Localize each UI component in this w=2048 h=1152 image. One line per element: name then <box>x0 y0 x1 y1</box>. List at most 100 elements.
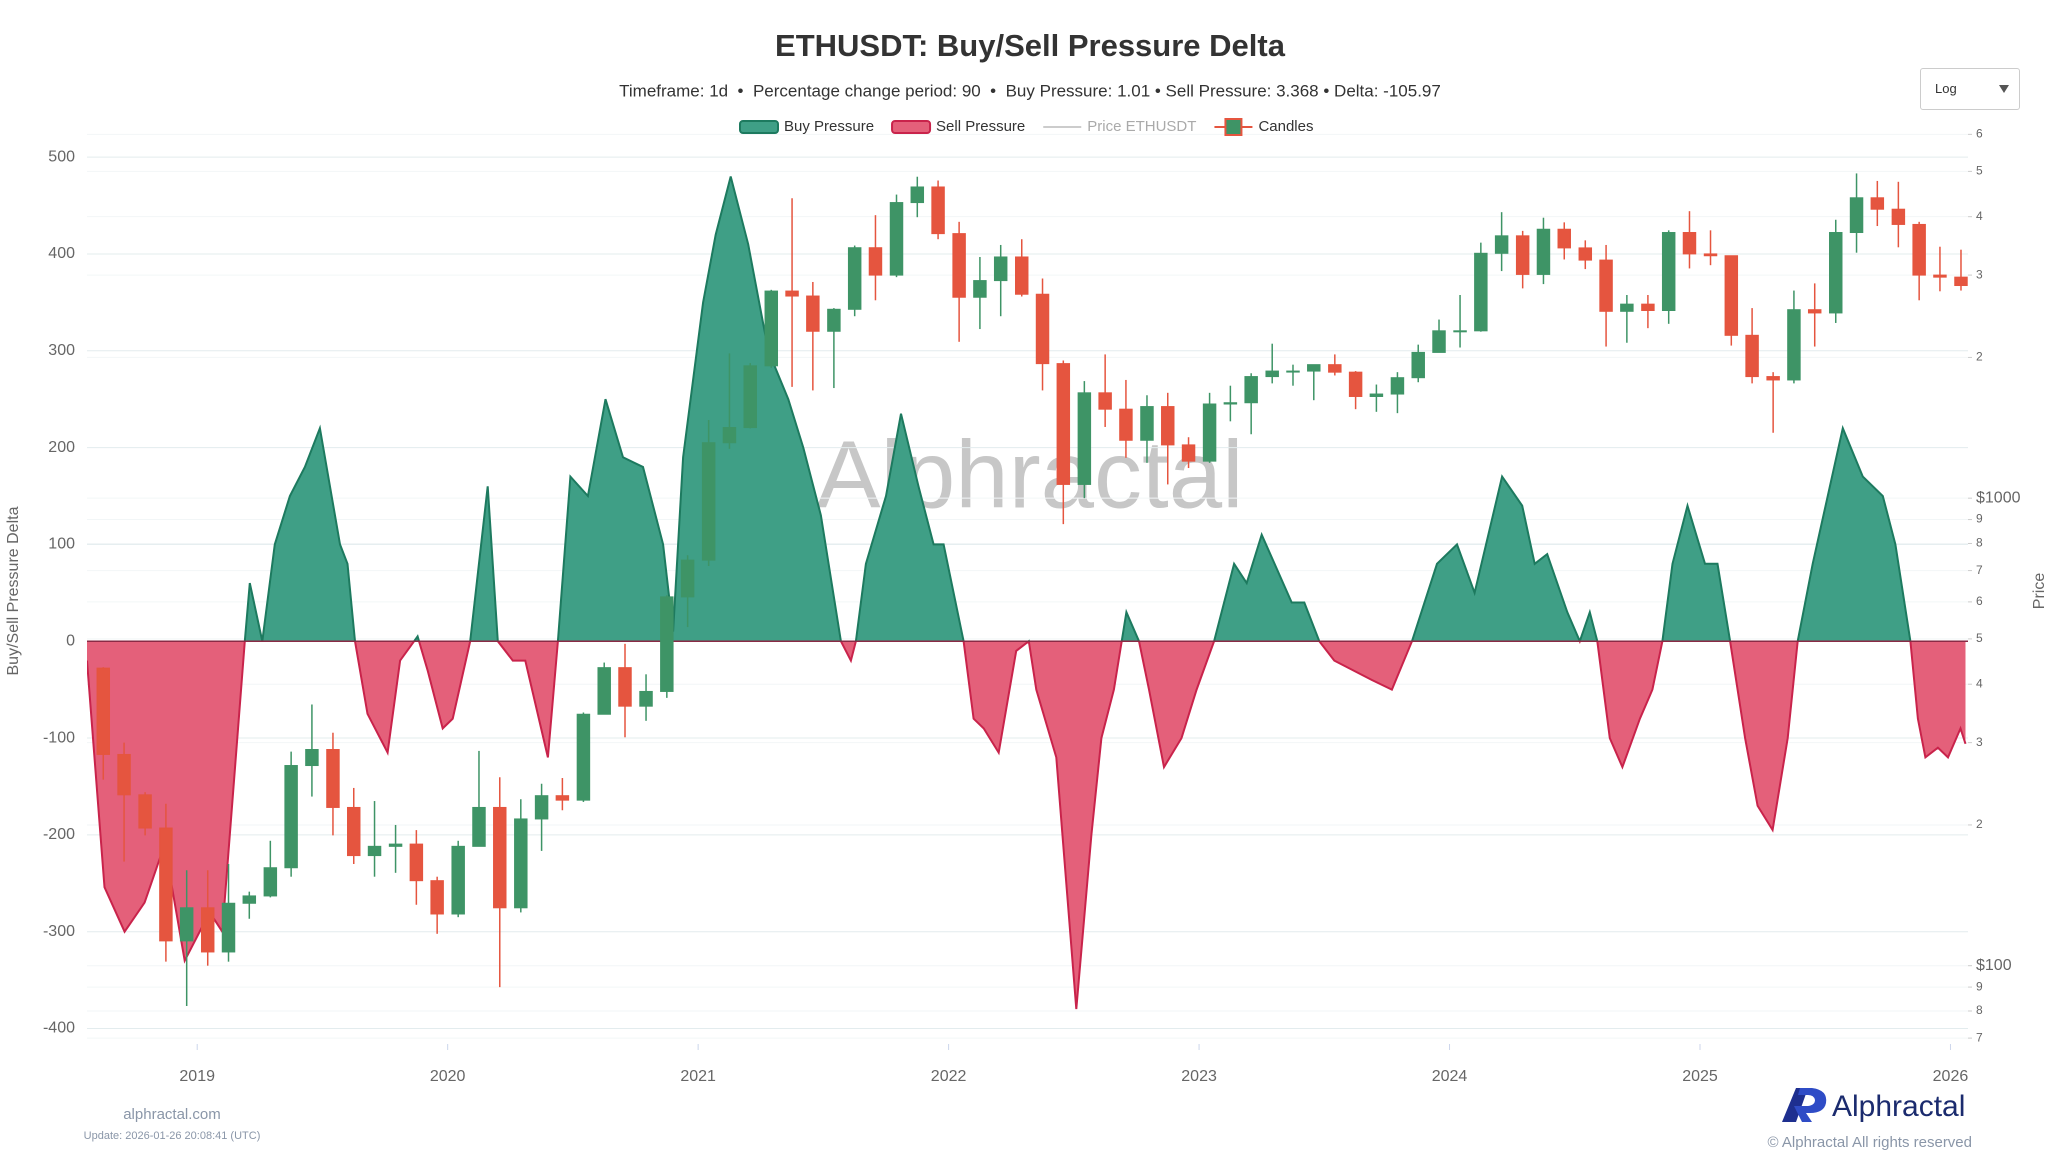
legend-item[interactable]: Candles <box>1214 118 1313 136</box>
y-axis-title: Buy/Sell Pressure Delta <box>5 506 22 675</box>
y2-tick-label: 7 <box>1976 1030 1983 1044</box>
x-tick-label: 2020 <box>430 1068 466 1085</box>
candle-body <box>806 295 820 332</box>
brand-name: Alphractal <box>1832 1090 1965 1123</box>
candle-body <box>1807 309 1822 314</box>
legend-item[interactable]: Sell Pressure <box>891 118 1025 135</box>
buy-pressure-area <box>87 176 1966 642</box>
candle-body <box>472 806 486 847</box>
candle-body <box>1307 364 1321 372</box>
x-tick-label: 2026 <box>1933 1068 1969 1085</box>
legend-item[interactable]: Buy Pressure <box>739 118 874 135</box>
candle-body <box>1745 334 1759 378</box>
y2-tick-label: 4 <box>1976 209 1983 223</box>
candle-body <box>138 794 152 829</box>
candle-body <box>1244 376 1258 404</box>
candle-body <box>1119 408 1133 441</box>
y2-tick-label: 5 <box>1976 631 1983 645</box>
legend-label: Candles <box>1258 118 1313 135</box>
y-tick-label: -200 <box>43 826 75 843</box>
brand-logo <box>1782 1088 1827 1122</box>
sell-pressure-area <box>87 641 1966 1010</box>
candle-body <box>1515 235 1530 275</box>
y-tick-label: -100 <box>43 729 75 746</box>
candle-body <box>1161 406 1175 446</box>
candle-body <box>1661 232 1676 311</box>
y-tick-label: 200 <box>48 439 75 456</box>
y-tick-label: 400 <box>48 245 75 262</box>
legend-label: Price ETHUSDT <box>1087 118 1196 135</box>
y2-tick-label: 8 <box>1976 1003 1983 1017</box>
candle-body <box>1474 252 1488 332</box>
candle-body <box>451 845 465 915</box>
y-tick-label: 0 <box>66 632 75 649</box>
chart-subtitle: Timeframe: 1d • Percentage change period… <box>619 81 1441 100</box>
candle-body <box>1056 363 1071 485</box>
y2-axis-title: Price <box>2031 573 2048 610</box>
legend-swatch <box>1224 118 1243 136</box>
x-tick-label: 2024 <box>1432 1068 1468 1085</box>
candle-body <box>597 667 611 715</box>
candle-body <box>1432 330 1446 353</box>
chart-title: ETHUSDT: Buy/Sell Pressure Delta <box>775 28 1286 63</box>
candle-body <box>1494 235 1509 254</box>
candle-body <box>493 806 507 909</box>
candle-body <box>367 845 382 857</box>
candle-body <box>680 559 695 598</box>
candle-body <box>1933 274 1947 278</box>
buy-pressure-line <box>243 176 1912 642</box>
candle-body <box>1787 309 1801 381</box>
y2-tick-label: $1000 <box>1976 489 2021 506</box>
y2-tick-label: 9 <box>1976 979 1983 993</box>
y2-tick-label: 6 <box>1976 127 1983 141</box>
candle-body <box>1849 197 1864 234</box>
copyright: © Alphractal All rights reserved <box>1768 1134 1972 1151</box>
y2-tick-label: 5 <box>1976 164 1983 178</box>
candle-body <box>430 880 444 915</box>
candle-body <box>263 867 278 897</box>
x-tick-label: 2022 <box>931 1068 967 1085</box>
candle-body <box>1724 255 1739 336</box>
candle-body <box>1870 197 1885 210</box>
candle-body <box>1223 402 1238 405</box>
y2-tick-label: 3 <box>1976 735 1983 749</box>
candle-body <box>347 806 361 857</box>
candle-body <box>1202 403 1217 462</box>
candle-body <box>1453 330 1467 333</box>
legend-swatch <box>891 120 932 134</box>
candle-body <box>1891 208 1906 225</box>
y-tick-label: -400 <box>43 1020 75 1037</box>
candle-body <box>1098 392 1112 410</box>
candle-body <box>1557 228 1571 249</box>
candle-body <box>576 713 591 801</box>
scale-dropdown[interactable]: Log <box>1920 68 2020 110</box>
candle-body <box>1411 351 1425 379</box>
candle-body <box>409 843 424 882</box>
candle-body <box>639 690 653 707</box>
sell-pressure-line <box>87 641 1967 1010</box>
candle-body <box>1015 256 1029 295</box>
y2-tick-label: 7 <box>1976 563 1983 577</box>
candle-body <box>179 907 194 942</box>
candle-body <box>326 749 340 808</box>
candle-body <box>827 308 841 332</box>
candle-body <box>660 596 674 692</box>
candle-body <box>96 667 111 755</box>
y2-tick-label: 3 <box>1976 267 1983 281</box>
candle-body <box>555 795 570 801</box>
legend-label: Buy Pressure <box>784 118 874 135</box>
candle-body <box>1536 228 1551 275</box>
candle-body <box>1077 392 1092 485</box>
candle-body <box>973 280 987 298</box>
candle-body <box>1140 406 1154 441</box>
candle-body <box>1682 232 1697 255</box>
candle-body <box>993 256 1008 282</box>
legend-item[interactable]: Price ETHUSDT <box>1043 118 1196 135</box>
y2-tick-label: 8 <box>1976 536 1983 550</box>
site-link[interactable]: alphractal.com <box>123 1106 221 1123</box>
candle-body <box>1620 303 1634 312</box>
candle-body <box>868 247 883 276</box>
candle-body <box>1829 232 1843 314</box>
